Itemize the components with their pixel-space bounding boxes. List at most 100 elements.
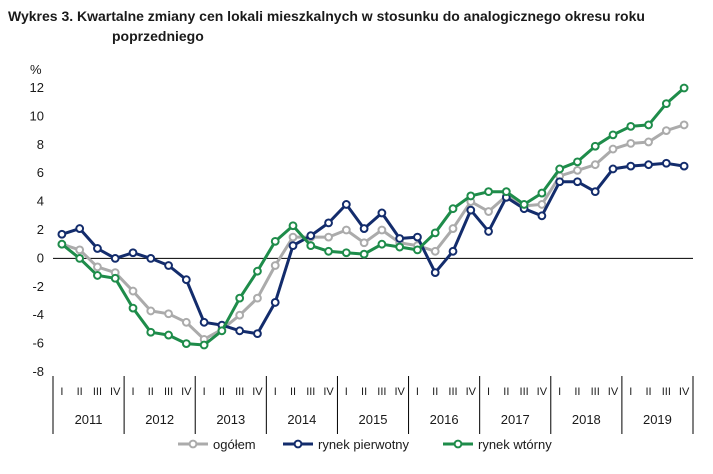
quarter-tick-label: II [290, 386, 296, 398]
line-chart: 121086420-2-4-6-8%I II III IV2011I II III IV20… [0, 0, 713, 474]
data-point [130, 305, 137, 312]
quarter-tick-label: III [448, 386, 457, 398]
quarter-tick-label: IV [537, 386, 548, 398]
data-point [183, 319, 190, 326]
quarter-tick-label: I [558, 386, 561, 398]
data-point [645, 122, 652, 129]
y-tick-label: 0 [37, 250, 44, 265]
data-point [290, 222, 297, 229]
data-point [485, 228, 492, 235]
data-point [627, 123, 634, 130]
data-point [574, 167, 581, 174]
quarter-tick-label: II [574, 386, 580, 398]
quarter-tick-label: II [361, 386, 367, 398]
y-tick-label: -6 [32, 336, 44, 351]
y-tick-label: -8 [32, 364, 44, 379]
data-point [450, 248, 457, 255]
quarter-tick-label: I [345, 386, 348, 398]
data-point [485, 188, 492, 195]
data-point [645, 139, 652, 146]
quarter-tick-label: I [60, 386, 63, 398]
quarter-tick-label: III [164, 386, 173, 398]
data-point [307, 242, 314, 249]
data-point [396, 244, 403, 251]
data-point [236, 327, 243, 334]
data-point [343, 249, 350, 256]
legend-marker [455, 441, 462, 448]
data-point [112, 275, 119, 282]
series-layer [58, 85, 687, 349]
y-tick-label: 6 [37, 165, 44, 180]
data-point [467, 193, 474, 200]
data-point [378, 210, 385, 217]
year-label: 2011 [75, 412, 103, 427]
quarter-tick-label: I [629, 386, 632, 398]
data-point [645, 161, 652, 168]
quarter-tick-label: IV [252, 386, 263, 398]
year-label: 2014 [287, 412, 316, 427]
quarter-tick-label: III [520, 386, 529, 398]
legend-label: ogółem [213, 437, 256, 452]
quarter-tick-label: I [274, 386, 277, 398]
series-ogółem [58, 122, 687, 343]
y-tick-label: 8 [37, 137, 44, 152]
data-point [147, 255, 154, 262]
data-point [663, 160, 670, 167]
data-point [414, 234, 421, 241]
data-point [236, 295, 243, 302]
data-point [450, 205, 457, 212]
year-label: 2019 [643, 412, 672, 427]
data-point [556, 166, 563, 173]
quarter-tick-label: II [219, 386, 225, 398]
quarter-tick-label: IV [608, 386, 619, 398]
quarter-tick-label: IV [679, 386, 690, 398]
data-point [94, 272, 101, 279]
quarter-tick-label: IV [466, 386, 477, 398]
data-point [76, 246, 83, 253]
quarter-tick-label: I [416, 386, 419, 398]
data-point [538, 190, 545, 197]
series-line [62, 125, 684, 339]
quarter-tick-label: II [645, 386, 651, 398]
data-point [58, 241, 65, 248]
quarter-tick-label: III [306, 386, 315, 398]
data-point [183, 276, 190, 283]
data-point [307, 232, 314, 239]
data-point [432, 248, 439, 255]
quarter-tick-label: IV [394, 386, 405, 398]
data-point [290, 242, 297, 249]
data-point [378, 241, 385, 248]
data-point [94, 264, 101, 271]
quarter-tick-label: IV [181, 386, 192, 398]
data-point [610, 166, 617, 173]
year-label: 2017 [501, 412, 530, 427]
data-point [467, 207, 474, 214]
year-label: 2012 [145, 412, 174, 427]
legend-label: rynek pierwotny [318, 437, 410, 452]
data-point [272, 238, 279, 245]
data-point [201, 319, 208, 326]
data-point [574, 158, 581, 165]
data-point [610, 131, 617, 138]
data-point [361, 239, 368, 246]
y-tick-label: 2 [37, 222, 44, 237]
data-point [592, 143, 599, 150]
data-point [361, 225, 368, 232]
quarter-tick-label: IV [110, 386, 121, 398]
quarter-tick-label: II [148, 386, 154, 398]
data-point [450, 225, 457, 232]
quarter-tick-label: III [235, 386, 244, 398]
data-point [592, 161, 599, 168]
legend: ogółem rynek pierwotny rynek wtórny [178, 437, 552, 452]
data-point [538, 201, 545, 208]
data-point [325, 248, 332, 255]
data-point [58, 231, 65, 238]
data-point [218, 327, 225, 334]
data-point [556, 178, 563, 185]
y-tick-label: 10 [30, 108, 44, 123]
series-line [62, 88, 684, 345]
data-point [396, 235, 403, 242]
quarter-tick-label: I [203, 386, 206, 398]
data-point [254, 330, 261, 337]
axis-layer: 121086420-2-4-6-8%I II III IV2011I II III IV20… [30, 62, 693, 434]
